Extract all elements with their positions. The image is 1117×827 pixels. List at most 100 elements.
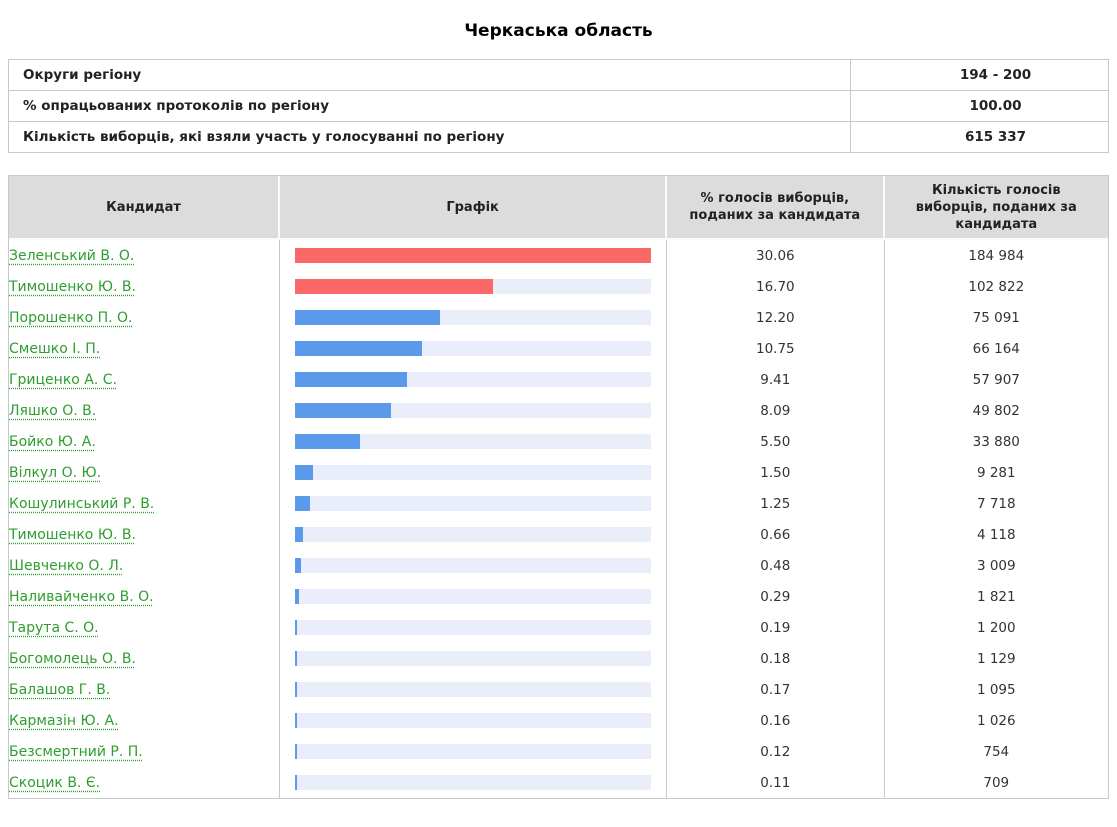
- graph-cell: [280, 364, 668, 395]
- bar-track: [295, 496, 652, 511]
- candidate-link[interactable]: Зеленський В. О.: [9, 247, 135, 264]
- results-table: Кандидат Графік % голосів виборців, пода…: [8, 175, 1109, 799]
- candidate-link[interactable]: Смешко І. П.: [9, 340, 101, 357]
- candidate-link[interactable]: Тимошенко Ю. В.: [9, 526, 136, 543]
- percent-value: 30.06: [667, 240, 885, 271]
- table-row: Бойко Ю. А. 5.50 33 880: [9, 426, 1108, 457]
- candidate-link[interactable]: Шевченко О. Л.: [9, 557, 124, 574]
- page-title: Черкаська область: [464, 21, 653, 41]
- candidate-cell: Порошенко П. О.: [9, 302, 281, 333]
- graph-cell: [280, 488, 668, 519]
- candidate-link[interactable]: Кармазін Ю. А.: [9, 712, 119, 729]
- summary-value: 194 - 200: [850, 59, 1109, 91]
- graph-cell: [280, 457, 668, 488]
- bar-fill: [295, 620, 298, 635]
- bar-track: [295, 651, 652, 666]
- table-row: Кармазін Ю. А. 0.16 1 026: [9, 705, 1108, 736]
- votes-value: 1 200: [976, 619, 1016, 636]
- candidate-cell: Скоцик В. Є.: [9, 767, 281, 798]
- candidate-cell: Тарута С. О.: [9, 612, 281, 643]
- summary-value: 100.00: [850, 90, 1109, 122]
- graph-cell: [280, 426, 668, 457]
- summary-value: 615 337: [850, 121, 1109, 153]
- candidate-cell: Шевченко О. Л.: [9, 550, 281, 581]
- candidate-link[interactable]: Богомолець О. В.: [9, 650, 136, 667]
- table-row: Шевченко О. Л. 0.48 3 009: [9, 550, 1108, 581]
- candidate-link[interactable]: Наливайченко В. О.: [9, 588, 154, 605]
- col-header-votes: Кількість голосів виборців, поданих за к…: [884, 176, 1108, 240]
- graph-cell: [280, 767, 668, 798]
- candidate-link[interactable]: Ляшко О. В.: [9, 402, 97, 419]
- candidate-cell: Тимошенко Ю. В.: [9, 519, 281, 550]
- candidate-link[interactable]: Гриценко А. С.: [9, 371, 117, 388]
- candidate-link[interactable]: Кошулинський Р. В.: [9, 495, 155, 512]
- bar-fill: [295, 248, 652, 263]
- percent-value: 1.50: [667, 457, 885, 488]
- bar-track: [295, 775, 652, 790]
- candidate-link[interactable]: Вілкул О. Ю.: [9, 464, 102, 481]
- bar-fill: [295, 682, 298, 697]
- votes-value: 75 091: [972, 309, 1020, 326]
- votes-value: 1 821: [976, 588, 1016, 605]
- summary-label: Округи регіону: [8, 59, 851, 91]
- bar-track: [295, 558, 652, 573]
- bar-track: [295, 713, 652, 728]
- candidate-cell: Ляшко О. В.: [9, 395, 281, 426]
- percent-value: 0.17: [667, 674, 885, 705]
- candidate-link[interactable]: Бойко Ю. А.: [9, 433, 96, 450]
- votes-value: 1 026: [976, 712, 1016, 729]
- bar-fill: [295, 713, 298, 728]
- percent-value: 5.50: [667, 426, 885, 457]
- candidate-cell: Балашов Г. В.: [9, 674, 281, 705]
- bar-fill: [295, 279, 493, 294]
- graph-cell: [280, 550, 668, 581]
- table-row: Вілкул О. Ю. 1.50 9 281: [9, 457, 1108, 488]
- candidate-cell: Бойко Ю. А.: [9, 426, 281, 457]
- graph-cell: [280, 643, 668, 674]
- votes-value: 4 118: [976, 526, 1016, 543]
- votes-value: 102 822: [968, 278, 1025, 295]
- bar-fill: [295, 403, 391, 418]
- candidate-link[interactable]: Тарута С. О.: [9, 619, 99, 636]
- candidate-link[interactable]: Балашов Г. В.: [9, 681, 111, 698]
- table-row: Наливайченко В. О. 0.29 1 821: [9, 581, 1108, 612]
- bar-track: [295, 279, 652, 294]
- bar-fill: [295, 744, 298, 759]
- percent-value: 1.25: [667, 488, 885, 519]
- candidate-link[interactable]: Скоцик В. Є.: [9, 774, 101, 791]
- percent-value: 12.20: [667, 302, 885, 333]
- col-header-percent: % голосів виборців, поданих за кандидата: [667, 176, 885, 240]
- table-row: Тарута С. О. 0.19 1 200: [9, 612, 1108, 643]
- percent-value: 0.66: [667, 519, 885, 550]
- percent-value: 0.19: [667, 612, 885, 643]
- table-row: Тимошенко Ю. В. 16.70 102 822: [9, 271, 1108, 302]
- bar-fill: [295, 310, 440, 325]
- graph-cell: [280, 581, 668, 612]
- col-header-graph: Графік: [280, 176, 668, 240]
- graph-cell: [280, 271, 668, 302]
- bar-fill: [295, 341, 423, 356]
- table-row: Скоцик В. Є. 0.11 709: [9, 767, 1108, 798]
- candidate-link[interactable]: Порошенко П. О.: [9, 309, 133, 326]
- table-row: Смешко І. П. 10.75 66 164: [9, 333, 1108, 364]
- candidate-link[interactable]: Тимошенко Ю. В.: [9, 278, 136, 295]
- candidate-cell: Гриценко А. С.: [9, 364, 281, 395]
- bar-fill: [295, 527, 303, 542]
- graph-cell: [280, 333, 668, 364]
- bar-track: [295, 682, 652, 697]
- bar-track: [295, 248, 652, 263]
- bar-track: [295, 434, 652, 449]
- region-results-page: Черкаська область Округи регіону 194 - 2…: [0, 21, 1117, 799]
- graph-cell: [280, 736, 668, 767]
- candidate-link[interactable]: Безсмертний Р. П.: [9, 743, 143, 760]
- summary-label: % опрацьованих протоколів по регіону: [8, 90, 851, 122]
- percent-value: 0.29: [667, 581, 885, 612]
- candidate-cell: Кошулинський Р. В.: [9, 488, 281, 519]
- votes-value: 754: [983, 743, 1010, 760]
- candidate-cell: Богомолець О. В.: [9, 643, 281, 674]
- percent-value: 0.48: [667, 550, 885, 581]
- percent-value: 16.70: [667, 271, 885, 302]
- votes-value: 3 009: [976, 557, 1016, 574]
- summary-row: Округи регіону 194 - 200: [8, 59, 1109, 91]
- percent-value: 10.75: [667, 333, 885, 364]
